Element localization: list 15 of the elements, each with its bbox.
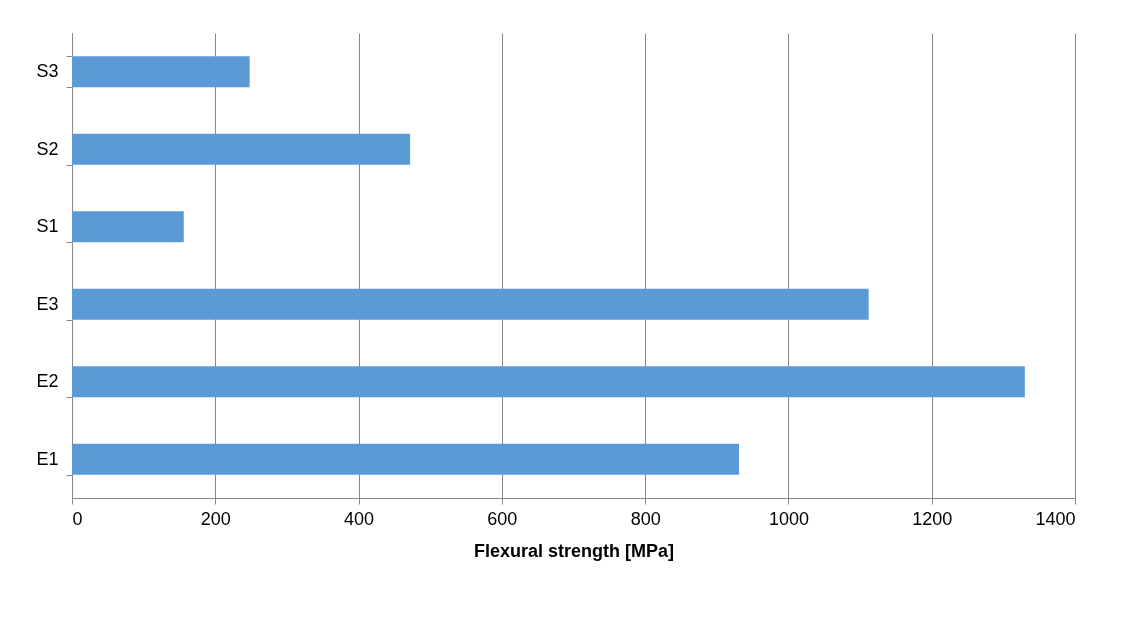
x-tick-label: 1000 — [768, 508, 809, 529]
y-tick-label: S1 — [36, 216, 59, 237]
x-tick-label: 600 — [487, 508, 518, 529]
x-tick-label: 1200 — [912, 508, 953, 529]
x-tick-label: 400 — [344, 508, 375, 529]
y-tick-label: E1 — [36, 448, 59, 469]
x-tick-label: 1400 — [1035, 508, 1076, 529]
x-tick-label: 800 — [630, 508, 661, 529]
x-tick-label: 200 — [200, 508, 231, 529]
y-tick-label: E2 — [36, 371, 59, 392]
x-tick-label: 0 — [72, 508, 83, 529]
y-tick-label: E3 — [36, 293, 59, 314]
y-tick-label: S3 — [36, 61, 59, 82]
y-tick-label: S2 — [36, 138, 59, 159]
x-axis-title: Flexural strength [MPa] — [473, 540, 675, 561]
